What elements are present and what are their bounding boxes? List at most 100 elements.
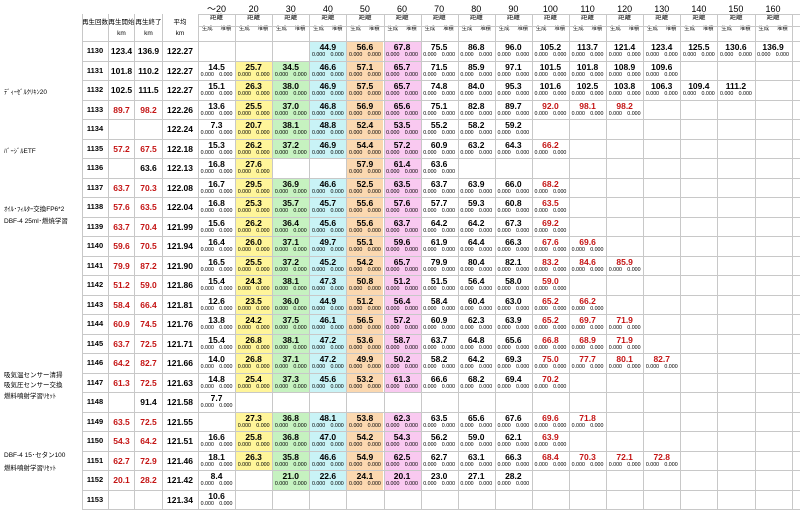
gen-sub: 0.000 [645, 364, 660, 370]
acc-sub: 0.000 [219, 383, 233, 390]
gen-sub: 0.000 [237, 91, 251, 97]
gen-sub: 0.000 [349, 188, 363, 195]
grid-line [162, 41, 163, 509]
avg-value: 122.04 [167, 202, 193, 212]
gen-sub: 0.000 [460, 208, 474, 214]
distance-value: 65.6 [467, 412, 485, 423]
gen-sub: 0.000 [349, 481, 363, 487]
gen-sub: 0.000 [237, 442, 251, 448]
distance-value: 68.4 [542, 451, 559, 462]
acc-sub: 0.000 [330, 227, 344, 234]
gen-sub: 0.000 [200, 208, 214, 214]
distance-value: 36.8 [282, 412, 299, 423]
gen-sub: 0.000 [311, 227, 326, 234]
acc-label: 堆積 [517, 26, 528, 32]
distance-value: 38.1 [282, 120, 299, 130]
distance-value: 47.2 [319, 334, 337, 345]
acc-sub: 0.000 [256, 305, 270, 312]
distance-value: 26.2 [245, 217, 262, 228]
value-band [235, 100, 273, 119]
acc-sub: 0.000 [664, 461, 678, 468]
acc-sub: 0.000 [404, 91, 418, 97]
distance-value: 46.6 [319, 61, 337, 72]
distance-value: 27.1 [467, 471, 485, 481]
distance-value: 20.1 [393, 471, 411, 481]
dist-label: 100 [542, 4, 558, 14]
acc-label: 堆積 [294, 26, 306, 32]
distance-value: 49.7 [319, 237, 337, 247]
avg-value: 122.18 [167, 143, 193, 154]
acc-sub: 0.000 [515, 442, 530, 448]
acc-sub: 0.000 [293, 130, 307, 136]
distance-value: 15.4 [208, 334, 225, 345]
acc-label: 堆積 [368, 26, 380, 32]
acc-sub: 0.000 [219, 110, 233, 117]
value-band [383, 451, 421, 470]
distance-value: 55.6 [356, 217, 374, 228]
distance-value: 46.8 [319, 100, 337, 111]
gen-label: 生成 [387, 26, 399, 32]
grid-line [569, 14, 570, 42]
gen-sub: 0.000 [386, 227, 400, 234]
gen-sub: 0.000 [200, 364, 214, 370]
start-km: 63.7 [113, 338, 130, 349]
acc-sub: 0.000 [367, 208, 381, 214]
gen-sub: 0.000 [349, 71, 363, 78]
gen-sub: 0.000 [386, 383, 400, 390]
gen-label: 生成 [498, 26, 510, 32]
value-band [346, 61, 384, 80]
gen-sub: 0.000 [311, 364, 326, 370]
grid-line [272, 41, 274, 509]
distance-value: 7.7 [210, 393, 223, 403]
gen-sub: 0.000 [311, 461, 326, 468]
row-number: 1139 [86, 221, 104, 231]
gen-sub: 0.000 [460, 266, 474, 273]
avg-value: 121.46 [167, 455, 193, 466]
avg-value: 121.99 [167, 221, 193, 232]
row-number: 1134 [86, 124, 104, 133]
distance-value: 22.6 [319, 471, 337, 481]
end-km: 136.9 [137, 46, 160, 56]
distance-value: 65.6 [393, 100, 411, 111]
distance-value: 63.5 [430, 412, 448, 423]
distance-value: 66.3 [505, 237, 522, 247]
distance-value: 51.2 [393, 276, 411, 286]
dist-sub-label: 距離 [766, 14, 780, 21]
gen-sub: 0.000 [497, 344, 511, 351]
distance-value: 57.5 [356, 81, 374, 91]
acc-sub: 0.000 [627, 110, 641, 117]
acc-sub: 0.000 [404, 481, 418, 487]
acc-sub: 0.000 [330, 461, 344, 468]
gen-sub: 0.000 [534, 422, 548, 429]
distance-value: 79.9 [430, 256, 448, 267]
grid-line [82, 489, 800, 491]
distance-value: 108.9 [614, 61, 636, 72]
gen-sub: 0.000 [534, 91, 548, 97]
avg-value: 121.94 [167, 241, 193, 251]
gen-sub: 0.000 [349, 364, 363, 370]
start-km: 58.4 [113, 299, 130, 310]
acc-sub: 0.000 [553, 208, 567, 214]
acc-sub: 0.000 [330, 130, 344, 136]
acc-sub: 0.000 [256, 247, 270, 253]
value-band [346, 139, 384, 158]
acc-sub: 0.000 [219, 344, 233, 351]
acc-sub: 0.000 [367, 442, 381, 448]
distance-value: 72.8 [653, 451, 670, 462]
distance-value: 69.4 [505, 373, 522, 384]
grid-line [791, 41, 793, 509]
acc-sub: 0.000 [367, 91, 381, 97]
distance-value: 55.2 [430, 120, 448, 130]
distance-value: 25.5 [245, 100, 262, 111]
dist-label: 40 [322, 4, 333, 14]
header-end: 再生終了 [135, 19, 162, 26]
distance-value: 36.4 [282, 217, 299, 228]
start-km: 57.6 [113, 202, 130, 212]
start-km: 60.9 [113, 319, 130, 329]
gen-sub: 0.000 [311, 422, 326, 429]
distance-value: 63.7 [393, 217, 411, 228]
gen-sub: 0.000 [497, 325, 511, 331]
value-band [383, 412, 421, 431]
gen-sub: 0.000 [571, 344, 585, 351]
